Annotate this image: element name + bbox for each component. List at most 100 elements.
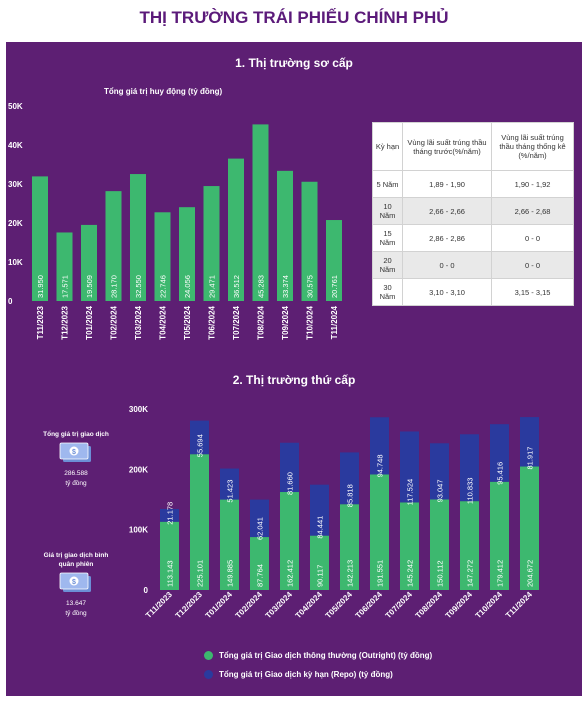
bar-outright [460, 501, 479, 590]
table-cell: 20 Năm [372, 251, 403, 279]
data-label: 36.512 [232, 275, 241, 298]
data-label: 20.761 [330, 275, 339, 298]
stat-value: 286.588 [64, 470, 88, 477]
bar-outright [340, 504, 359, 590]
primary-bar-chart: 0 10K 20K 30K 40K 50K 31.950 T11/2023 17.571 T12/… [8, 102, 342, 340]
legend-label: Tổng giá trị Giao dịch kỳ hạn (Repo) (tỷ… [219, 670, 393, 679]
bar [252, 124, 269, 301]
table-cell: 0 - 0 [490, 251, 575, 279]
bar-outright [520, 466, 539, 590]
secondary-stacked-bar-chart: 0 100K 200K 300K 113.143 21.178 T11/2023 225.10… [129, 405, 539, 621]
data-label-repo: 84.441 [316, 516, 325, 539]
bar [32, 176, 48, 301]
table-cell: 2,86 - 2,86 [402, 224, 492, 252]
x-tick-label: T01/2024 [204, 590, 235, 621]
data-label-outright: 145.242 [406, 560, 415, 587]
legend-item-outright: Tổng giá trị Giao dịch thông thường (Out… [204, 651, 432, 660]
table-cell: 3,10 - 3,10 [402, 278, 492, 306]
x-tick-label: T11/2023 [36, 305, 45, 339]
bar [228, 158, 244, 301]
avg-session-value-stat: Giá trị giao dịch bình quân phiên $ 13.6… [39, 551, 113, 619]
data-label-repo: 51.423 [226, 480, 235, 503]
bar-repo [430, 443, 449, 500]
table-cell: 2,66 - 2,68 [490, 197, 575, 225]
data-label-repo: 117.524 [406, 479, 415, 506]
x-tick-label: T10/2024 [474, 590, 505, 621]
bar [326, 220, 342, 301]
data-label: 32.550 [134, 275, 143, 298]
data-label-outright: 191.551 [376, 560, 385, 587]
bar-outright [370, 474, 389, 590]
bar-repo [490, 424, 509, 482]
data-label-repo: 55.694 [196, 434, 205, 457]
bar-outright [220, 499, 239, 590]
x-tick-label: T08/2024 [257, 305, 266, 339]
table-header: Vùng lãi suất trúng thầu tháng trước(%/n… [402, 122, 492, 171]
x-tick-label: T09/2024 [281, 305, 290, 339]
data-label: 29.471 [208, 275, 217, 298]
data-label-repo: 110.833 [466, 478, 475, 505]
table-cell: 30 Năm [372, 278, 403, 306]
x-tick-label: T10/2024 [306, 305, 315, 339]
x-tick-label: T11/2024 [504, 590, 534, 620]
data-label-outright: 90.117 [316, 565, 325, 587]
legend-swatch-repo [204, 670, 213, 679]
data-label-outright: 147.272 [466, 560, 475, 587]
x-tick-label: T11/2023 [144, 590, 174, 620]
table-cell: 10 Năm [372, 197, 403, 225]
bar-repo [520, 417, 539, 467]
x-tick-label: T08/2024 [414, 590, 445, 621]
x-tick-label: T03/2024 [134, 305, 143, 339]
bar-outright [310, 535, 329, 590]
data-label-outright: 113.143 [166, 560, 175, 587]
y-tick-label: 20K [8, 219, 23, 228]
data-label: 24.056 [183, 275, 192, 298]
x-tick-label: T06/2024 [354, 590, 385, 621]
bar [81, 224, 97, 301]
bar [301, 181, 318, 301]
x-tick-label: T05/2024 [183, 305, 192, 339]
bar-repo [340, 452, 359, 505]
svg-text:$: $ [72, 579, 76, 586]
x-tick-label: T02/2024 [234, 590, 265, 621]
table-cell: 3,15 - 3,15 [490, 278, 575, 306]
bar-outright [400, 502, 419, 590]
table-cell: 5 Năm [372, 170, 403, 198]
x-tick-label: T07/2024 [232, 305, 241, 339]
y-tick-label: 50K [8, 102, 23, 111]
bar-repo [370, 417, 389, 475]
y-tick-label: 10K [8, 258, 23, 267]
data-label-repo: 62.041 [256, 517, 265, 540]
y-tick-label: 0 [8, 297, 13, 306]
money-bill-icon: $ [59, 442, 91, 462]
data-label-outright: 142.213 [346, 560, 355, 587]
data-label-repo: 21.178 [166, 502, 175, 525]
y-tick-label: 300K [129, 405, 148, 414]
data-label-outright: 150.112 [436, 560, 445, 587]
table-cell: 15 Năm [372, 224, 403, 252]
data-label-outright: 179.412 [496, 560, 505, 587]
interest-rate-table: Kỳ hạn Vùng lãi suất trúng thầu tháng tr… [372, 122, 575, 306]
page-title: THỊ TRƯỜNG TRÁI PHIẾU CHÍNH PHỦ [139, 8, 449, 27]
bar-repo [310, 484, 329, 536]
table-cell: 0 - 0 [490, 224, 575, 252]
data-label-repo: 85.818 [346, 484, 355, 507]
bar [203, 186, 220, 301]
table-cell: 0 - 0 [402, 251, 492, 279]
stat-unit: tỷ đồng [65, 610, 87, 617]
bar-repo [190, 420, 209, 455]
data-label: 22.746 [159, 275, 168, 298]
data-label: 30.575 [306, 275, 315, 298]
table-row: 20 Năm 0 - 0 0 - 0 [372, 251, 575, 279]
legend-label: Tổng giá trị Giao dịch thông thường (Out… [219, 651, 433, 660]
table-cell: 1,90 - 1,92 [490, 170, 575, 198]
data-label: 45.283 [257, 275, 266, 298]
bar [154, 212, 171, 301]
table-header: Vùng lãi suất trúng thầu tháng thống kê … [490, 122, 575, 171]
data-label-outright: 87.764 [256, 564, 265, 587]
x-tick-label: T09/2024 [444, 590, 475, 621]
stat-value: 13.647 [66, 600, 86, 607]
x-tick-label: T02/2024 [110, 305, 119, 339]
bar-repo [160, 508, 179, 522]
primary-section-title: 1. Thị trường sơ cấp [235, 56, 353, 70]
